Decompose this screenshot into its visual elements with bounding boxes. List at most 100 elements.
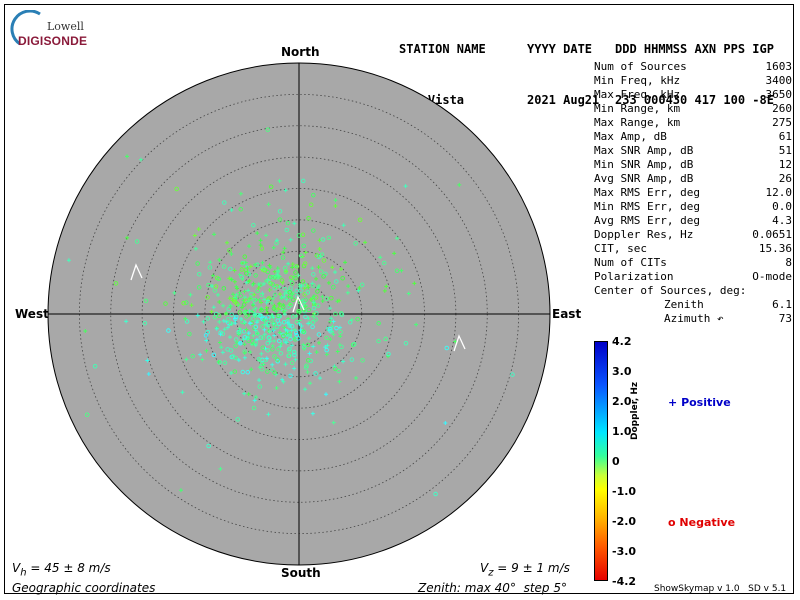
stat-row: Num of CITs 8 — [594, 256, 792, 270]
source-point-positive — [257, 298, 262, 303]
source-point-negative — [259, 246, 265, 251]
source-point-positive — [193, 246, 198, 251]
source-point-positive — [395, 236, 400, 241]
source-point-positive — [125, 154, 130, 159]
source-point-positive — [249, 367, 254, 372]
source-point-negative — [298, 253, 304, 258]
source-point-negative — [267, 274, 273, 280]
source-point-negative — [304, 363, 309, 369]
source-point-positive — [227, 276, 232, 281]
source-point-positive — [266, 202, 271, 207]
source-point-positive — [386, 354, 391, 359]
source-point-negative — [308, 358, 313, 364]
source-point-negative — [260, 324, 265, 329]
source-point-positive — [291, 275, 296, 280]
source-point-negative — [228, 266, 233, 272]
source-point-positive — [195, 313, 200, 318]
source-point-positive — [345, 290, 350, 295]
stat-value: 3400 — [765, 74, 793, 87]
source-point-positive — [262, 327, 267, 332]
source-point-positive — [326, 280, 331, 285]
source-point-negative — [290, 314, 296, 319]
stat-row: Max Freq, kHz 3650 — [594, 88, 792, 102]
source-point-positive — [275, 268, 280, 273]
source-point-positive — [285, 329, 290, 334]
source-point-negative — [268, 281, 273, 286]
colorbar-tick: 1.0 — [612, 425, 632, 438]
source-point-positive — [297, 321, 302, 326]
source-point-negative — [289, 281, 295, 286]
stat-row: Max Amp, dB 61 — [594, 130, 792, 144]
source-point-positive — [288, 237, 293, 242]
stat-label: Min Freq, kHz — [594, 74, 681, 87]
stat-value: 0.0 — [772, 200, 792, 213]
stat-value: 275 — [772, 116, 792, 129]
source-point-positive — [229, 251, 234, 256]
source-point-positive — [330, 324, 335, 329]
source-point-positive — [267, 287, 272, 292]
source-point-negative — [403, 340, 409, 346]
source-point-positive — [125, 235, 130, 240]
source-point-positive — [363, 240, 368, 245]
stat-row: Max Range, km 275 — [594, 116, 792, 130]
source-point-negative — [184, 319, 190, 324]
source-point-positive — [271, 245, 276, 250]
source-point-positive — [278, 344, 283, 349]
source-point-negative — [255, 288, 260, 294]
source-point-positive — [341, 223, 346, 228]
source-point-positive — [214, 326, 219, 331]
source-point-positive — [337, 298, 342, 303]
source-point-negative — [240, 260, 246, 266]
source-point-negative — [311, 192, 316, 198]
source-point-positive — [262, 332, 267, 337]
stat-label: Max Amp, dB — [594, 130, 667, 143]
plot-frame — [4, 4, 794, 594]
source-point-negative — [315, 289, 320, 294]
source-point-negative — [181, 300, 186, 306]
source-point-negative — [294, 319, 300, 325]
stat-label: Max Range, km — [594, 116, 681, 129]
stat-value: 8 — [785, 256, 792, 269]
source-point-positive — [278, 292, 283, 297]
stat-row: Avg SNR Amp, dB 26 — [594, 172, 792, 186]
source-point-positive — [290, 292, 295, 297]
source-point-positive — [308, 381, 313, 386]
source-point-negative — [382, 260, 387, 266]
stat-label: Min RMS Err, deg — [594, 200, 700, 213]
source-point-positive — [221, 303, 226, 308]
source-point-positive — [403, 184, 408, 189]
source-point-negative — [221, 264, 227, 269]
source-point-positive — [284, 331, 289, 336]
version-note: ShowSkymap v 1.0 SD v 5.1 — [654, 584, 787, 594]
source-point-negative — [355, 316, 360, 322]
source-point-negative — [251, 222, 256, 228]
source-point-negative — [211, 352, 217, 358]
source-point-positive — [236, 358, 241, 363]
source-point-positive — [242, 289, 247, 294]
source-point-positive — [257, 365, 262, 370]
source-point-positive — [341, 359, 346, 364]
source-point-negative — [300, 232, 306, 238]
source-point-positive — [331, 332, 336, 337]
legend-positive: + Positive — [668, 396, 731, 409]
source-point-positive — [296, 273, 301, 278]
source-point-negative — [314, 253, 320, 258]
source-point-positive — [242, 355, 247, 360]
source-point-negative — [245, 335, 250, 341]
source-point-negative — [233, 355, 239, 361]
source-point-negative — [510, 372, 515, 377]
colorbar-tick: 2.0 — [612, 395, 632, 408]
source-point-negative — [259, 308, 264, 313]
source-point-positive — [305, 283, 310, 288]
source-point-negative — [196, 271, 202, 277]
stat-row: Polarization O-mode — [594, 270, 792, 284]
source-point-positive — [200, 357, 205, 362]
source-point-negative — [311, 283, 316, 288]
direction-chevron-icon — [292, 295, 305, 313]
source-point-positive — [215, 292, 220, 297]
source-point-negative — [212, 314, 218, 320]
source-point-positive — [201, 319, 206, 324]
vh-subscript: h — [20, 567, 27, 579]
source-point-positive — [311, 294, 316, 299]
stat-value: 4.3 — [772, 214, 792, 227]
